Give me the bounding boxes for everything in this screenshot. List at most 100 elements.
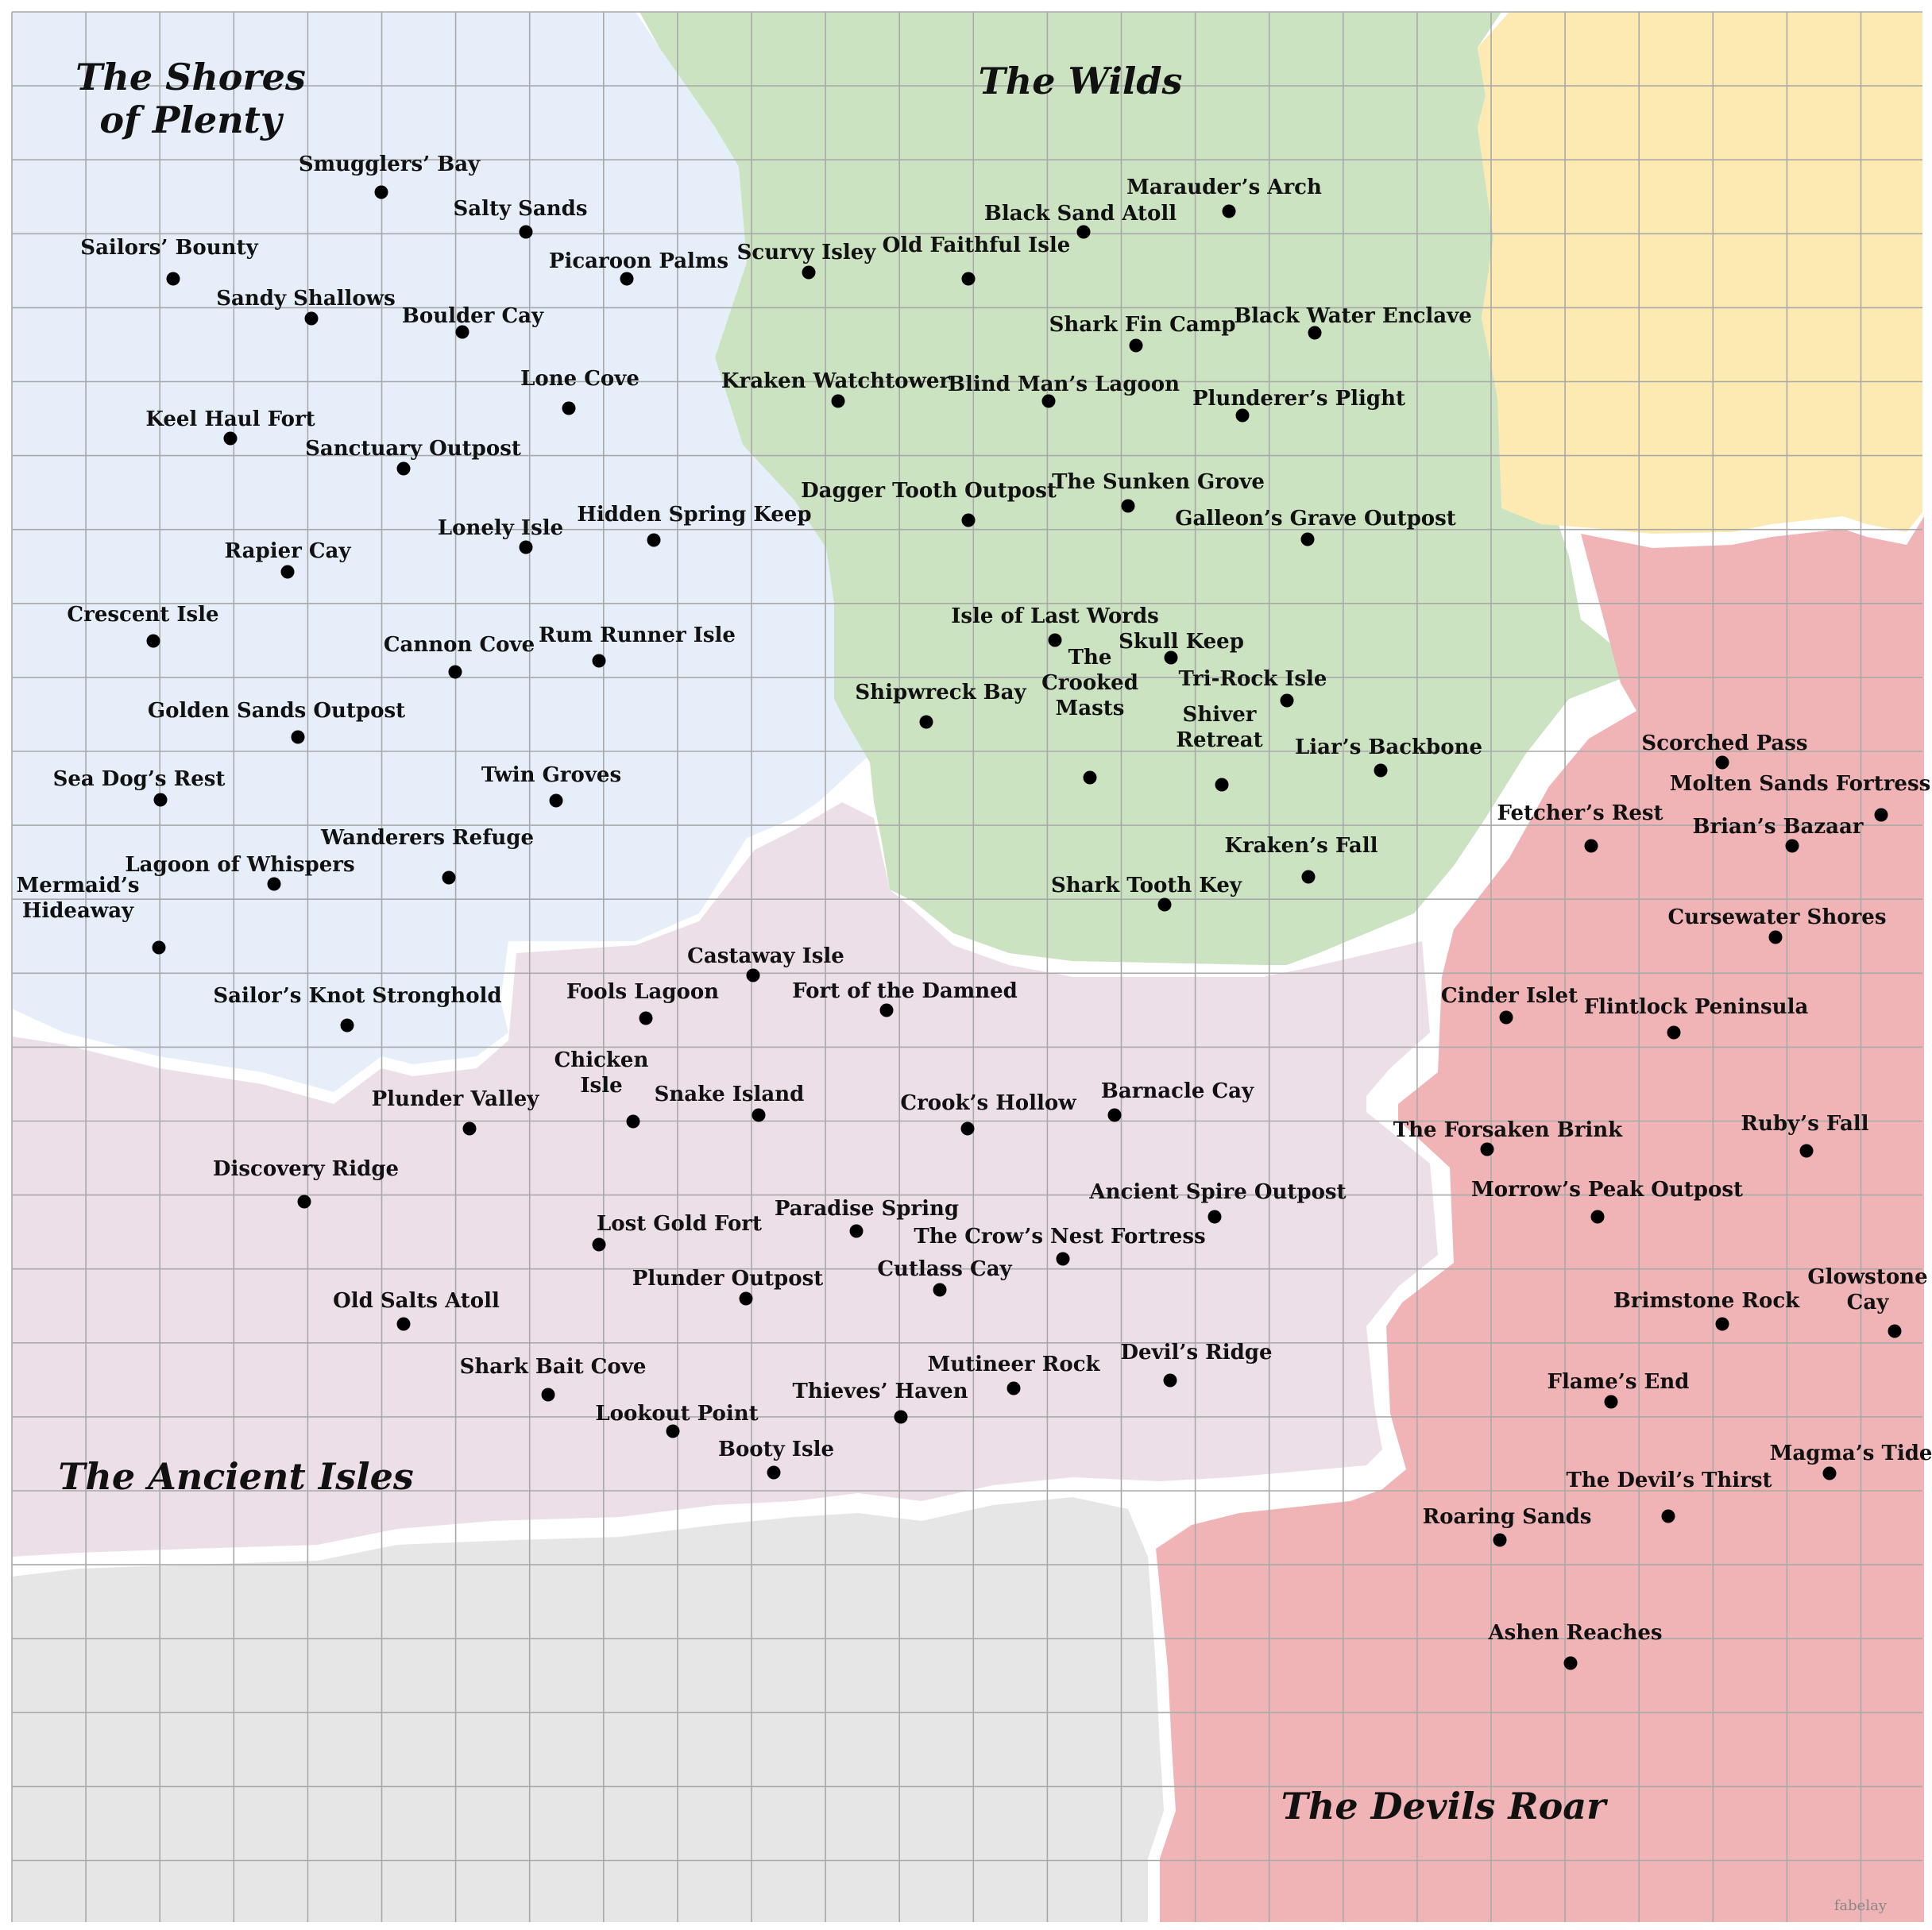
location-dot[interactable] [1215,778,1229,792]
location-marker[interactable]: Sailor’s Knot Stronghold [213,984,502,1033]
location-marker[interactable]: Rum Runner Isle [539,623,736,668]
location-marker[interactable]: Fetcher’s Rest [1497,801,1663,853]
location-marker[interactable]: Castaway Isle [687,944,844,982]
location-dot[interactable] [849,1224,864,1238]
location-dot[interactable] [1480,1142,1494,1156]
location-marker[interactable]: Sea Dog’s Rest [53,767,226,807]
location-dot[interactable] [961,272,976,286]
location-dot[interactable] [1499,1010,1513,1025]
location-marker[interactable]: Crescent Isle [67,603,219,648]
location-marker[interactable]: Lookout Point [595,1402,759,1438]
location-marker[interactable]: Old Faithful Isle [883,234,1071,286]
location-marker[interactable]: Mermaid’s Hideaway [16,874,166,955]
location-marker[interactable]: The Crow’s Nest Fortress [914,1225,1206,1266]
location-dot[interactable] [933,1283,947,1297]
location-dot[interactable] [1493,1533,1507,1547]
location-marker[interactable]: Plunderer’s Plight [1192,387,1405,423]
location-dot[interactable] [223,431,238,446]
location-marker[interactable]: Fools Lagoon [566,980,719,1025]
location-marker[interactable]: The Crooked Masts [1041,646,1138,785]
location-marker[interactable]: Flame’s End [1548,1370,1690,1409]
location-marker[interactable]: Sailors’ Bounty [80,236,259,286]
location-dot[interactable] [1715,755,1729,770]
location-marker[interactable]: Shiver Retreat [1176,703,1263,792]
location-dot[interactable] [1667,1025,1681,1040]
location-marker[interactable]: Kraken’s Fall [1225,834,1378,884]
location-dot[interactable] [1799,1144,1814,1158]
location-dot[interactable] [1300,532,1315,546]
location-dot[interactable] [562,401,576,415]
location-dot[interactable] [1157,897,1172,912]
location-dot[interactable] [519,225,533,239]
location-marker[interactable]: Blind Man’s Lagoon [948,372,1180,408]
location-dot[interactable] [1563,1656,1578,1670]
location-marker[interactable]: Snake Island [655,1083,805,1122]
location-dot[interactable] [1822,1466,1837,1480]
location-marker[interactable]: The Sunken Grove [1052,470,1265,513]
location-marker[interactable]: Morrow’s Peak Outpost [1471,1178,1743,1224]
location-dot[interactable] [462,1121,477,1136]
location-marker[interactable]: Molten Sands Fortress [1670,772,1931,822]
location-marker[interactable]: Shark Bait Cove [460,1355,647,1402]
location-dot[interactable] [1301,870,1316,884]
location-marker[interactable]: The Forsaken Brink [1393,1118,1623,1156]
location-dot[interactable] [592,654,606,668]
location-marker[interactable]: Lone Cove [520,367,639,415]
location-marker[interactable]: Scorched Pass [1641,731,1808,770]
location-marker[interactable]: Lost Gold Fort [592,1212,763,1252]
location-dot[interactable] [1056,1252,1070,1266]
location-marker[interactable]: Wanderers Refuge [320,826,534,885]
location-marker[interactable]: Ashen Reaches [1487,1621,1663,1670]
location-marker[interactable]: Dagger Tooth Outpost [801,479,1057,527]
location-dot[interactable] [767,1465,781,1480]
location-dot[interactable] [280,565,295,579]
location-dot[interactable] [146,634,160,648]
location-marker[interactable]: Tri-Rock Isle [1179,667,1327,708]
location-dot[interactable] [291,730,305,744]
location-dot[interactable] [1164,650,1178,665]
location-marker[interactable]: Shark Tooth Key [1051,874,1242,912]
location-dot[interactable] [1163,1373,1177,1388]
location-marker[interactable]: Twin Groves [481,763,621,808]
location-dot[interactable] [297,1195,311,1209]
location-marker[interactable]: Thieves’ Haven [792,1380,968,1424]
location-marker[interactable]: Fort of the Damned [792,979,1018,1017]
location-marker[interactable]: Boulder Cay [402,304,544,339]
location-marker[interactable]: Marauder’s Arch [1126,176,1322,218]
location-marker[interactable]: Lonely Isle [438,516,563,554]
location-marker[interactable]: Scurvy Isley [737,241,877,280]
location-dot[interactable] [267,877,281,891]
location-dot[interactable] [396,1317,411,1331]
location-marker[interactable]: Old Salts Atoll [333,1289,500,1331]
location-marker[interactable]: Rapier Cay [224,539,351,579]
location-marker[interactable]: Brian’s Bazaar [1692,815,1864,853]
location-marker[interactable]: Glowstone Cay [1807,1265,1928,1338]
location-marker[interactable]: Cannon Cove [384,633,535,679]
location-dot[interactable] [961,513,976,527]
location-dot[interactable] [1590,1210,1605,1224]
location-dot[interactable] [396,461,411,476]
location-dot[interactable] [831,394,845,408]
location-marker[interactable]: Ruby’s Fall [1741,1112,1869,1158]
location-dot[interactable] [1041,394,1056,408]
location-dot[interactable] [1374,763,1388,778]
location-dot[interactable] [894,1410,908,1424]
location-dot[interactable] [1604,1395,1618,1409]
location-marker[interactable]: Flintlock Peninsula [1584,995,1809,1040]
location-dot[interactable] [1768,930,1783,944]
location-dot[interactable] [1235,408,1250,423]
location-dot[interactable] [442,870,456,885]
location-marker[interactable]: Mutineer Rock [927,1353,1101,1395]
location-dot[interactable] [1661,1509,1675,1523]
location-dot[interactable] [1129,338,1143,353]
location-dot[interactable] [519,540,533,554]
location-marker[interactable]: Golden Sands Outpost [148,699,405,744]
location-dot[interactable] [455,325,469,339]
location-marker[interactable]: Cinder Islet [1441,984,1578,1025]
location-marker[interactable]: Black Sand Atoll [984,202,1177,239]
location-marker[interactable]: Plunder Outpost [632,1267,823,1306]
location-marker[interactable]: Barnacle Cay [1101,1079,1254,1122]
location-dot[interactable] [746,968,760,982]
location-dot[interactable] [152,940,166,955]
location-dot[interactable] [166,272,180,286]
